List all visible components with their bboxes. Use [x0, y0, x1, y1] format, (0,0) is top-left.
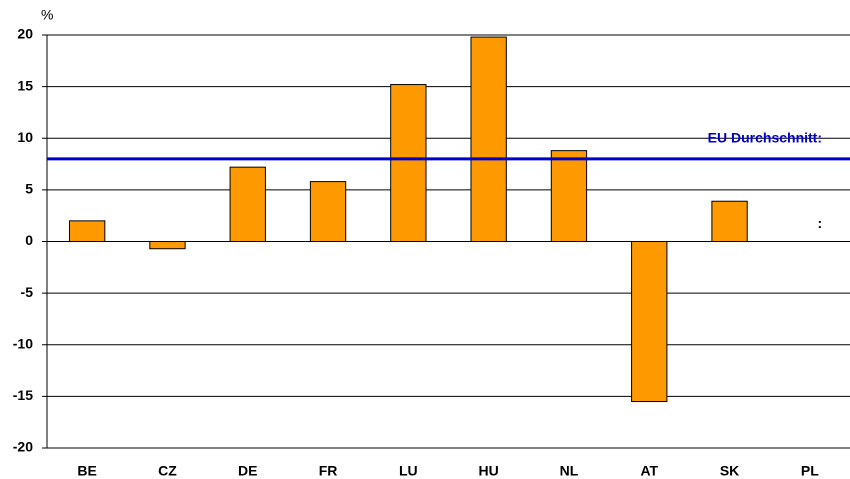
bar	[309, 181, 347, 243]
y-tick-label: 10	[17, 129, 33, 145]
bar	[68, 220, 106, 243]
y-tick-label: -5	[21, 284, 34, 300]
y-tick-label: 20	[17, 26, 33, 42]
y-tick-label: -15	[13, 387, 33, 403]
x-tick-label: AT	[640, 463, 658, 479]
bar	[229, 166, 266, 242]
x-tick-label: HU	[479, 463, 499, 479]
y-tick-label: -20	[13, 439, 33, 455]
x-tick-label: PL	[801, 463, 819, 479]
bar	[149, 241, 186, 250]
x-tick-label: NL	[560, 463, 579, 479]
y-tick-label: 5	[25, 181, 33, 197]
y-tick-label: 0	[25, 232, 33, 248]
x-tick-label: FR	[319, 463, 338, 479]
y-tick-label: 15	[17, 77, 33, 93]
x-tick-label: BE	[77, 463, 96, 479]
x-tick-label: SK	[720, 463, 739, 479]
bar	[711, 200, 748, 242]
bar	[631, 241, 668, 403]
x-tick-label: DE	[238, 463, 257, 479]
y-tick-label: -10	[13, 335, 33, 351]
bar	[550, 150, 588, 242]
x-tick-label: CZ	[158, 463, 177, 479]
bar	[390, 84, 427, 242]
bar	[470, 36, 507, 242]
y-axis-label: %	[41, 7, 53, 23]
x-tick-label: LU	[399, 463, 418, 479]
value-label: :	[818, 215, 823, 231]
reference-label: EU Durchschnitt:	[708, 130, 822, 146]
